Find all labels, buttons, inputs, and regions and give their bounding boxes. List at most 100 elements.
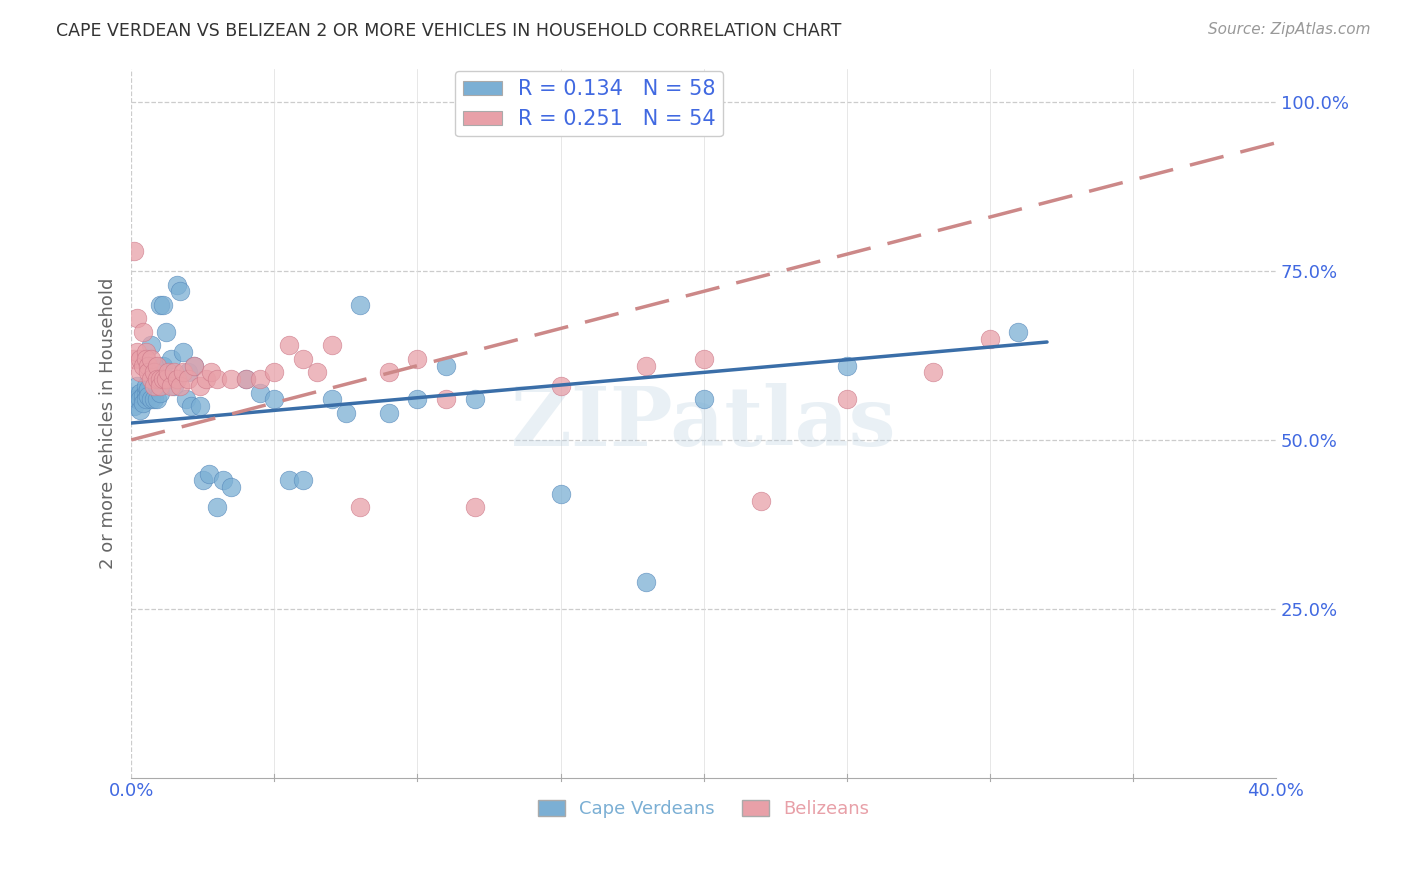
Point — [131, 359, 153, 373]
Legend: Cape Verdeans, Belizeans: Cape Verdeans, Belizeans — [530, 793, 877, 825]
Point — [169, 285, 191, 299]
Point — [138, 359, 160, 373]
Point — [152, 359, 174, 373]
Point — [157, 372, 180, 386]
Point — [131, 325, 153, 339]
Point — [122, 244, 145, 258]
Point — [263, 392, 285, 407]
Y-axis label: 2 or more Vehicles in Household: 2 or more Vehicles in Household — [100, 277, 117, 569]
Point — [434, 359, 457, 373]
Point — [464, 392, 486, 407]
Point — [141, 392, 163, 407]
Point — [1007, 325, 1029, 339]
Point — [835, 392, 858, 407]
Point — [155, 372, 177, 386]
Point — [122, 399, 145, 413]
Point — [636, 359, 658, 373]
Point — [194, 372, 217, 386]
Point — [406, 392, 429, 407]
Point — [125, 392, 148, 407]
Point — [141, 372, 163, 386]
Point — [163, 365, 186, 379]
Point — [174, 392, 197, 407]
Point — [221, 372, 243, 386]
Point — [141, 338, 163, 352]
Point — [169, 379, 191, 393]
Point — [155, 325, 177, 339]
Point — [122, 351, 145, 366]
Point — [277, 338, 299, 352]
Point — [692, 351, 714, 366]
Point — [180, 399, 202, 413]
Point — [143, 379, 166, 393]
Text: CAPE VERDEAN VS BELIZEAN 2 OR MORE VEHICLES IN HOUSEHOLD CORRELATION CHART: CAPE VERDEAN VS BELIZEAN 2 OR MORE VEHIC… — [56, 22, 842, 40]
Point — [277, 474, 299, 488]
Point — [135, 379, 157, 393]
Point — [183, 359, 205, 373]
Point — [135, 385, 157, 400]
Point — [149, 372, 172, 386]
Point — [135, 392, 157, 407]
Point — [128, 365, 150, 379]
Point — [131, 389, 153, 403]
Text: ZIPatlas: ZIPatlas — [510, 383, 897, 463]
Point — [146, 392, 169, 407]
Point — [149, 379, 172, 393]
Point — [921, 365, 943, 379]
Point — [143, 359, 166, 373]
Point — [125, 345, 148, 359]
Point — [321, 338, 343, 352]
Point — [125, 379, 148, 393]
Point — [128, 385, 150, 400]
Point — [152, 298, 174, 312]
Point — [835, 359, 858, 373]
Point — [141, 351, 163, 366]
Point — [152, 372, 174, 386]
Point — [434, 392, 457, 407]
Point — [406, 351, 429, 366]
Point — [335, 406, 357, 420]
Point — [321, 392, 343, 407]
Point — [749, 493, 772, 508]
Point — [550, 379, 572, 393]
Point — [200, 365, 222, 379]
Point — [138, 382, 160, 396]
Point — [128, 351, 150, 366]
Point — [235, 372, 257, 386]
Point — [979, 332, 1001, 346]
Point — [131, 396, 153, 410]
Point — [138, 365, 160, 379]
Point — [349, 298, 371, 312]
Point — [143, 365, 166, 379]
Point — [146, 372, 169, 386]
Point — [636, 574, 658, 589]
Point — [221, 480, 243, 494]
Point — [191, 474, 214, 488]
Point — [172, 365, 194, 379]
Point — [160, 351, 183, 366]
Point — [464, 500, 486, 515]
Point — [197, 467, 219, 481]
Point — [183, 359, 205, 373]
Point — [125, 311, 148, 326]
Point — [163, 379, 186, 393]
Point — [235, 372, 257, 386]
Point — [550, 487, 572, 501]
Point — [160, 379, 183, 393]
Point — [128, 392, 150, 407]
Point — [157, 365, 180, 379]
Point — [307, 365, 329, 379]
Point — [263, 365, 285, 379]
Point — [146, 359, 169, 373]
Point — [378, 406, 401, 420]
Point — [172, 345, 194, 359]
Point — [149, 385, 172, 400]
Point — [138, 389, 160, 403]
Point — [205, 372, 228, 386]
Point — [166, 372, 188, 386]
Point — [188, 399, 211, 413]
Point — [122, 389, 145, 403]
Point — [135, 345, 157, 359]
Point — [291, 474, 314, 488]
Point — [211, 474, 233, 488]
